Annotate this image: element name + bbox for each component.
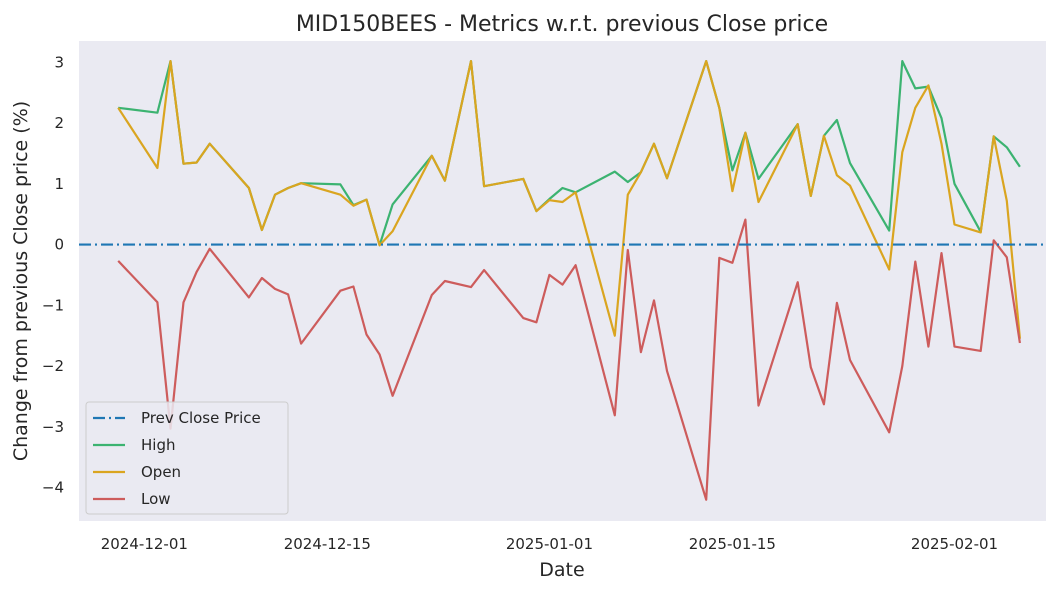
y-tick-label: 2: [54, 114, 64, 132]
legend-box: [85, 401, 289, 515]
x-tick-labels: 2024-12-01 2024-12-15 2025-01-01 2025-01-15…: [101, 535, 998, 553]
x-tick-label: 2025-02-01: [911, 535, 998, 553]
open-line: [117, 59, 1021, 339]
y-tick-label: 0: [54, 236, 64, 254]
y-tick-labels: −4 −3 −2 −1 0 1 2 3: [42, 53, 64, 496]
legend-label-low: Low: [141, 490, 171, 508]
x-tick-label: 2025-01-15: [689, 535, 776, 553]
y-tick-label: −4: [42, 479, 64, 497]
legend: Prev Close Price High Open Low: [85, 401, 289, 515]
x-tick-label: 2024-12-01: [101, 535, 188, 553]
chart-title: MID150BEES - Metrics w.r.t. previous Clo…: [296, 12, 828, 37]
legend-label-high: High: [141, 436, 175, 454]
x-tick-label: 2024-12-15: [284, 535, 371, 553]
y-tick-label: 3: [54, 53, 64, 71]
series-lines: [79, 59, 1046, 501]
y-tick-label: 1: [54, 175, 64, 193]
y-tick-label: −1: [42, 296, 64, 314]
y-tick-label: −3: [42, 418, 64, 436]
legend-label-open: Open: [141, 463, 181, 481]
x-axis-title: Date: [539, 559, 584, 581]
legend-label-prev-close-price: Prev Close Price: [141, 409, 261, 427]
y-axis-title: Change from previous Close price (%): [10, 101, 32, 461]
x-tick-label: 2025-01-01: [506, 535, 593, 553]
y-tick-label: −2: [42, 357, 64, 375]
low-line: [117, 218, 1021, 501]
